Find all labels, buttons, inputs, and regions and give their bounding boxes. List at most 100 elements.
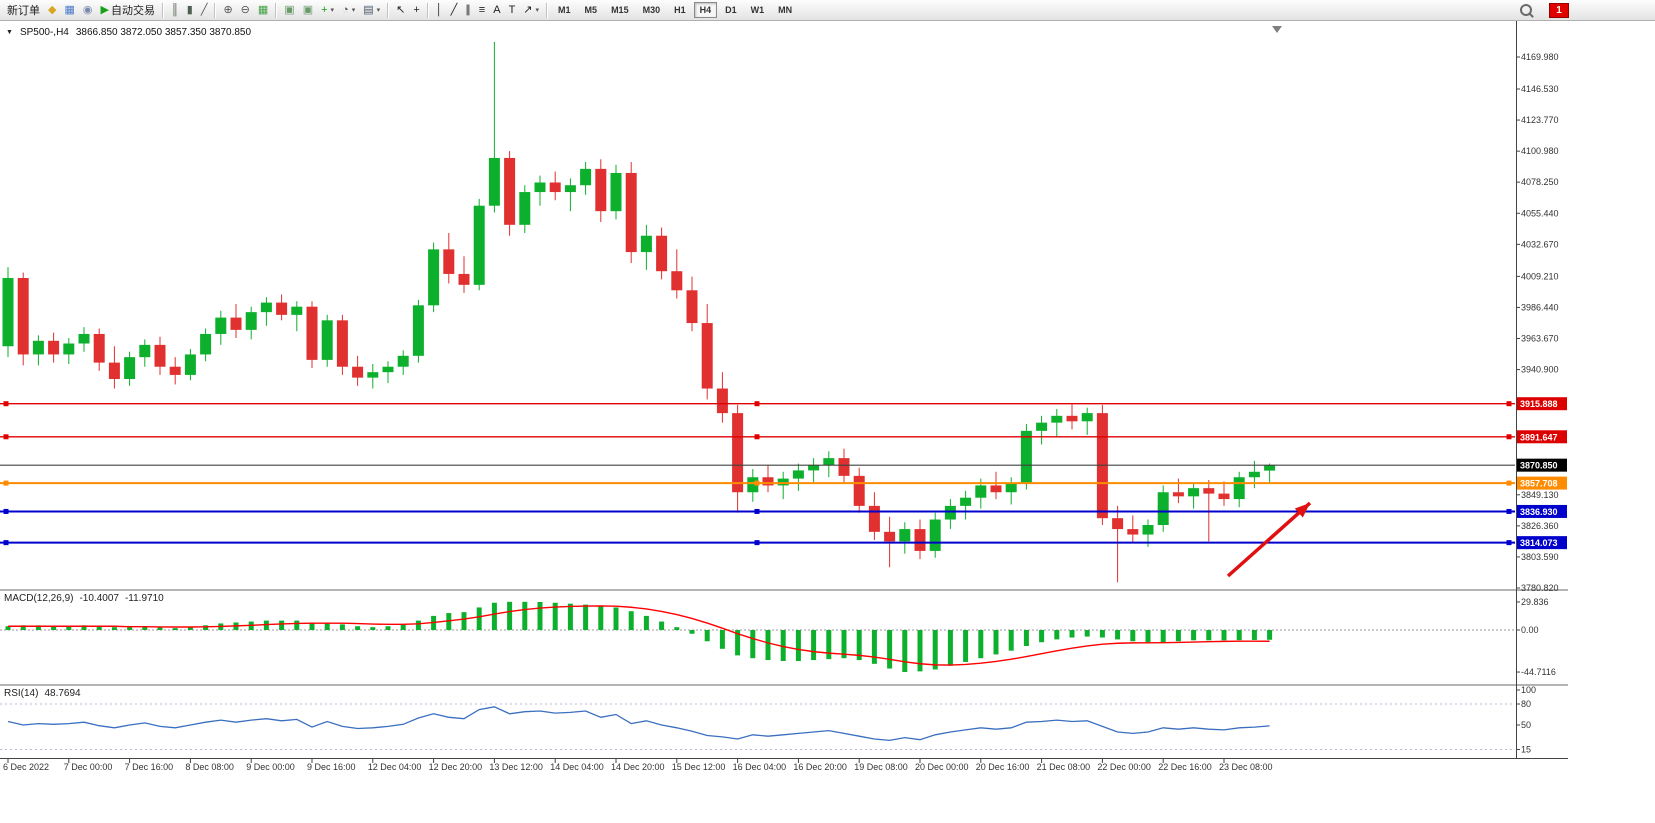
timeframe-button-d1[interactable]: D1 [725,5,737,15]
line-chart-icon[interactable]: ╱ [197,2,212,18]
macd-histogram-bar [1145,630,1151,643]
timeframe-button-w1[interactable]: W1 [750,5,765,15]
line-handle[interactable] [1506,434,1512,440]
line-handle[interactable] [3,480,9,486]
trendline-icon[interactable]: ╱ [447,2,462,18]
line-handle[interactable] [3,434,9,440]
line-handle[interactable] [3,540,9,546]
chart-area[interactable]: 4169.980 4146.530 4123.770 4100.980 4078.250… [0,21,1655,823]
price-tag-label: 3870.850 [1520,461,1558,471]
zoom-in-icon[interactable]: ⊕ [219,2,236,18]
timeframe-button-m5[interactable]: M5 [584,5,598,15]
search-icon[interactable] [1518,2,1535,19]
notification-badge[interactable]: 1 [1549,3,1569,18]
dropdown-caret-icon: ▾ [535,7,540,14]
equidistant-channel-icon[interactable]: ∥ [461,2,475,18]
macd-histogram-bar [1023,630,1029,646]
timeframe-button-m1[interactable]: M1 [558,5,571,15]
macd-histogram-bar [1160,630,1166,643]
tile-windows-icon-glyph: ▦ [257,4,269,16]
line-handle[interactable] [1506,540,1512,546]
chart-shift-marker[interactable] [1272,26,1282,33]
timeframe-button-mn[interactable]: MN [778,5,793,15]
cursor-icon[interactable]: ↖ [392,2,409,18]
candle-body [488,157,500,206]
time-label: 16 Dec 20:00 [793,762,847,772]
timeframe-button-h4[interactable]: H4 [693,2,718,18]
candlestick-chart-icon[interactable]: ▮ [183,2,197,18]
panel-splitter-macd[interactable] [0,589,1568,591]
new-chart-icon[interactable]: ▦ [60,2,78,18]
arrows-icon[interactable]: ↗ ▾ [519,2,543,18]
candle-body [1051,415,1063,423]
macd-histogram-bar [1236,630,1242,641]
macd-histogram-bar [978,630,984,659]
charts-profile-icon[interactable]: ◆ [44,2,60,18]
add-indicator-icon[interactable]: + ▾ [317,2,338,18]
trend-arrow[interactable] [1226,501,1312,578]
line-handle[interactable] [3,401,9,407]
fibonacci-icon[interactable]: ≡ [475,2,489,18]
macd-histogram-bar [628,611,634,630]
chart-list-icon[interactable]: ▣ [280,2,298,18]
macd-histogram-bar [157,627,163,630]
new-chart-icon-glyph: ▦ [64,4,75,16]
candle-body [1112,518,1124,530]
line-handle[interactable] [754,508,760,514]
macd-histogram-bar [674,627,680,630]
line-handle[interactable] [754,434,760,440]
candle-body [78,333,90,344]
macd-histogram-bar [324,622,330,630]
line-handle[interactable] [1506,480,1512,486]
text-icon[interactable]: A [489,2,504,18]
price-tick-label: 4078.250 [1521,177,1559,187]
line-handle[interactable] [1506,401,1512,407]
one-click-trading-toggle[interactable]: ▼ [6,29,13,36]
time-label: 7 Dec 16:00 [125,762,174,772]
candle-body [1218,493,1230,500]
panel-splitter-rsi[interactable] [0,684,1568,686]
vertical-line-icon[interactable]: │ [432,2,447,18]
periods-icon[interactable]: ◔ ▾ [338,2,359,18]
candle-body [1005,482,1017,493]
macd-histogram-bar [476,607,482,630]
timeframe-button-h1[interactable]: H1 [674,5,686,15]
line-handle[interactable] [754,540,760,546]
navigator-icon[interactable]: ◉ [79,2,97,18]
new-order-button[interactable]: 新订单 [3,1,44,19]
line-handle[interactable] [3,508,9,514]
bar-chart-icon[interactable]: ║ [167,2,183,18]
time-label: 13 Dec 12:00 [489,762,543,772]
price-tick-label: 4146.530 [1521,84,1559,94]
line-handle[interactable] [1506,508,1512,514]
candle-body [139,344,151,358]
candle-body [519,192,531,225]
candle-body [929,519,941,551]
line-handle[interactable] [754,480,760,486]
candle-body [853,475,865,506]
macd-histogram-bar [187,627,193,630]
candle-body [792,470,804,479]
macd-histogram-bar [704,630,710,642]
timeframe-button-m15[interactable]: M15 [611,5,629,15]
templates-icon[interactable]: ▤ ▾ [359,2,384,18]
text-label-icon[interactable]: T [505,2,520,18]
candle-body [762,477,774,486]
line-handle[interactable] [754,401,760,407]
price-tick-label: 4032.670 [1521,239,1559,249]
macd-name: MACD(12,26,9) [4,593,74,604]
timeframe-button-m30[interactable]: M30 [642,5,661,15]
auto-trading-button-label: 自动交易 [110,5,155,17]
macd-histogram-bar [1267,630,1273,640]
tile-windows-icon[interactable]: ▦ [254,2,272,18]
crosshair-icon-glyph: + [413,4,420,16]
chart-grid-icon-glyph: ▣ [302,4,314,16]
chart-grid-icon[interactable]: ▣ [299,2,317,18]
candle-body [367,372,379,378]
price-tag-label: 3857.708 [1520,479,1558,489]
zoom-out-icon[interactable]: ⊖ [237,2,254,18]
macd-signal-line [8,605,1270,666]
macd-histogram-bar [415,620,421,630]
auto-trading-button[interactable]: ▶ 自动交易 [96,1,158,19]
crosshair-icon[interactable]: + [409,2,423,18]
